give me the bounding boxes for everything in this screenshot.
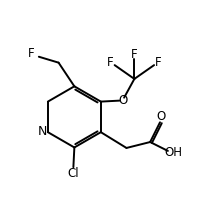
Text: OH: OH	[164, 146, 182, 159]
Text: N: N	[38, 125, 47, 138]
Text: O: O	[156, 110, 166, 123]
Text: F: F	[131, 48, 138, 61]
Text: F: F	[155, 56, 162, 69]
Text: Cl: Cl	[68, 167, 79, 180]
Text: F: F	[107, 56, 114, 69]
Text: F: F	[28, 47, 35, 60]
Text: O: O	[118, 94, 127, 107]
